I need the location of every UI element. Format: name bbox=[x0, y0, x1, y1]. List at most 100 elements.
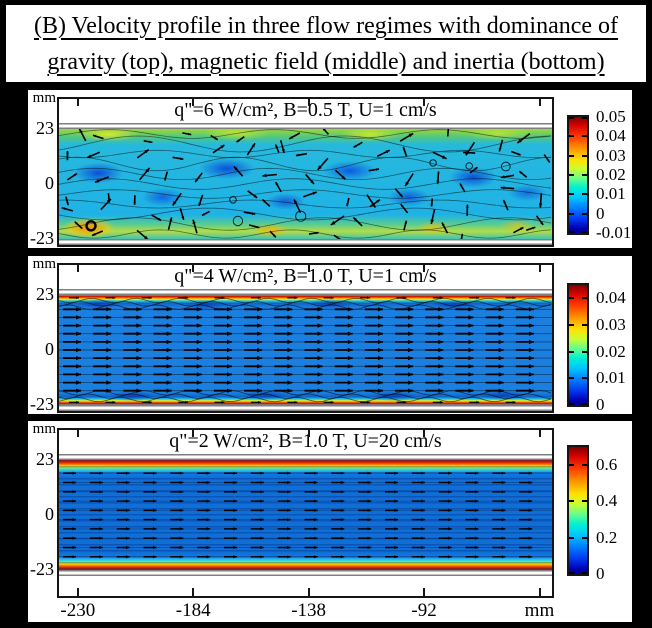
channel-wall-top bbox=[59, 123, 552, 129]
x-tick-mark-top bbox=[423, 430, 425, 437]
x-tick-mark-top bbox=[76, 430, 79, 437]
x-axis-unit-label: mm bbox=[524, 600, 555, 621]
colorbar-tick-label: 0 bbox=[596, 395, 605, 414]
colorbar-tick-mark bbox=[582, 324, 587, 326]
colorbar-tick-label: 0 bbox=[596, 203, 605, 223]
colorbar-tick-mark bbox=[582, 403, 587, 405]
y-tick-label: -23 bbox=[30, 228, 54, 248]
plot-frame: q"=2 W/cm², B=1.0 T, U=20 cm/s bbox=[57, 428, 554, 598]
colorbar-tick-mark bbox=[569, 377, 574, 380]
colorbar-tick-mark bbox=[582, 193, 587, 196]
x-tick-mark-top bbox=[423, 99, 425, 106]
colorbar-tick-label: 0.01 bbox=[596, 184, 626, 204]
colorbar-tick-mark bbox=[569, 135, 574, 138]
y-tick-label: 0 bbox=[45, 504, 54, 524]
colorbar-tick-mark bbox=[569, 174, 574, 176]
colorbar-tick-mark bbox=[582, 117, 587, 119]
y-tick-label: 0 bbox=[45, 339, 54, 359]
velocity-field-gravity bbox=[59, 129, 552, 239]
colorbar-tick-mark bbox=[569, 297, 574, 300]
x-tick-mark-top bbox=[538, 99, 541, 106]
colorbar-tick-label: 0.02 bbox=[596, 341, 626, 361]
x-tick-mark-top bbox=[538, 430, 541, 437]
colorbar-tick-mark bbox=[569, 350, 574, 353]
colorbar-tick-mark bbox=[569, 117, 574, 119]
colorbar-tick-label: 0.2 bbox=[596, 527, 618, 547]
x-tick-mark-bottom bbox=[192, 588, 195, 596]
x-tick-mark-top bbox=[192, 265, 195, 272]
x-tick-mark-bottom bbox=[423, 588, 425, 596]
y-axis-unit-label: mm bbox=[32, 421, 56, 437]
figure-title: (B) Velocity profile in three flow regim… bbox=[6, 5, 646, 82]
colorbar-tick-label: 0.6 bbox=[596, 455, 618, 475]
y-tick-label: 0 bbox=[45, 173, 54, 193]
plot-title: q"=6 W/cm², B=0.5 T, U=1 cm/s bbox=[174, 99, 437, 121]
colorbar-tick-label: 0.02 bbox=[596, 165, 626, 184]
channel-wall-bottom bbox=[59, 405, 552, 411]
y-tick-label: 23 bbox=[36, 284, 54, 304]
flow-vectors-svg bbox=[59, 471, 552, 559]
colorbar-tick-mark bbox=[582, 464, 587, 467]
colorbar bbox=[567, 115, 589, 235]
y-tick-label: -23 bbox=[30, 559, 54, 579]
panel-gravity: mm q"=6 W/cm², B=0.5 T, U=1 cm/s 23 0 -23 0… bbox=[28, 90, 632, 248]
velocity-field-magnetic bbox=[59, 295, 552, 405]
plot-frame: q"=4 W/cm², B=1.0 T, U=1 cm/s bbox=[57, 263, 554, 413]
plot-title: q"=4 W/cm², B=1.0 T, U=1 cm/s bbox=[174, 265, 437, 287]
x-tick-mark-top bbox=[76, 99, 79, 106]
colorbar-tick-mark bbox=[582, 350, 587, 353]
colorbar-tick-mark bbox=[569, 231, 574, 233]
x-tick-mark-top bbox=[192, 430, 195, 437]
x-tick-mark-top bbox=[307, 430, 310, 437]
panel-magnetic: mm q"=4 W/cm², B=1.0 T, U=1 cm/s 23 0 -23 0… bbox=[28, 256, 632, 414]
colorbar-tick-mark bbox=[569, 324, 574, 326]
x-tick-mark-top bbox=[307, 265, 310, 272]
x-tick-mark-top bbox=[423, 265, 425, 272]
colorbar-tick-mark bbox=[582, 231, 587, 233]
x-tick-mark-bottom bbox=[307, 588, 310, 596]
colorbar-tick-label: 0 bbox=[596, 564, 605, 583]
x-tick-label: -138 bbox=[291, 600, 327, 621]
x-tick-mark-top bbox=[192, 99, 195, 106]
channel-wall-bottom bbox=[59, 570, 552, 576]
y-axis-unit-label: mm bbox=[32, 90, 56, 106]
plot-frame: q"=6 W/cm², B=0.5 T, U=1 cm/s bbox=[57, 97, 554, 247]
flow-vectors-svg bbox=[59, 296, 552, 404]
plot-title: q"=2 W/cm², B=1.0 T, U=20 cm/s bbox=[169, 430, 442, 452]
x-tick-mark-top bbox=[76, 265, 79, 272]
colorbar-tick-mark bbox=[569, 403, 574, 405]
colorbar-tick-mark bbox=[569, 500, 574, 503]
figure-title-line1: (B) Velocity profile in three flow regim… bbox=[33, 12, 619, 39]
channel-wall-top bbox=[59, 289, 552, 295]
x-tick-label: -230 bbox=[60, 600, 96, 621]
x-tick-label: -184 bbox=[175, 600, 211, 621]
x-tick-label: -92 bbox=[411, 600, 437, 621]
colorbar-tick-label: 0.05 bbox=[596, 107, 626, 126]
colorbar-tick-mark bbox=[569, 536, 574, 539]
x-tick-mark-bottom bbox=[76, 588, 79, 596]
x-tick-mark-bottom bbox=[538, 588, 541, 596]
colorbar-tick-label: -0.01 bbox=[596, 223, 632, 242]
y-tick-label: 23 bbox=[36, 449, 54, 469]
colorbar bbox=[567, 283, 589, 407]
colorbar-tick-label: 0.03 bbox=[596, 315, 626, 334]
colorbar-tick-label: 0.01 bbox=[596, 368, 626, 388]
x-tick-mark-top bbox=[538, 265, 541, 272]
colorbar-tick-label: 0.04 bbox=[596, 126, 626, 146]
colorbar-tick-mark bbox=[569, 154, 574, 157]
colorbar-tick-mark bbox=[582, 154, 587, 157]
channel-wall-top bbox=[59, 454, 552, 460]
colorbar-tick-mark bbox=[582, 572, 587, 574]
velocity-field-inertia bbox=[59, 460, 552, 570]
colorbar-tick-mark bbox=[582, 135, 587, 138]
x-tick-mark-top bbox=[307, 99, 310, 106]
colorbar bbox=[567, 445, 589, 576]
colorbar-tick-mark bbox=[582, 500, 587, 503]
colorbar-tick-mark bbox=[569, 212, 574, 215]
colorbar-tick-label: 0.04 bbox=[596, 288, 626, 308]
y-tick-label: -23 bbox=[30, 394, 54, 414]
flow-vectors-svg bbox=[59, 129, 552, 239]
panel-inertia: mm q"=2 W/cm², B=1.0 T, U=20 cm/s -230 -1… bbox=[28, 421, 632, 622]
colorbar-tick-label: 0.03 bbox=[596, 145, 626, 165]
colorbar-tick-mark bbox=[569, 572, 574, 574]
